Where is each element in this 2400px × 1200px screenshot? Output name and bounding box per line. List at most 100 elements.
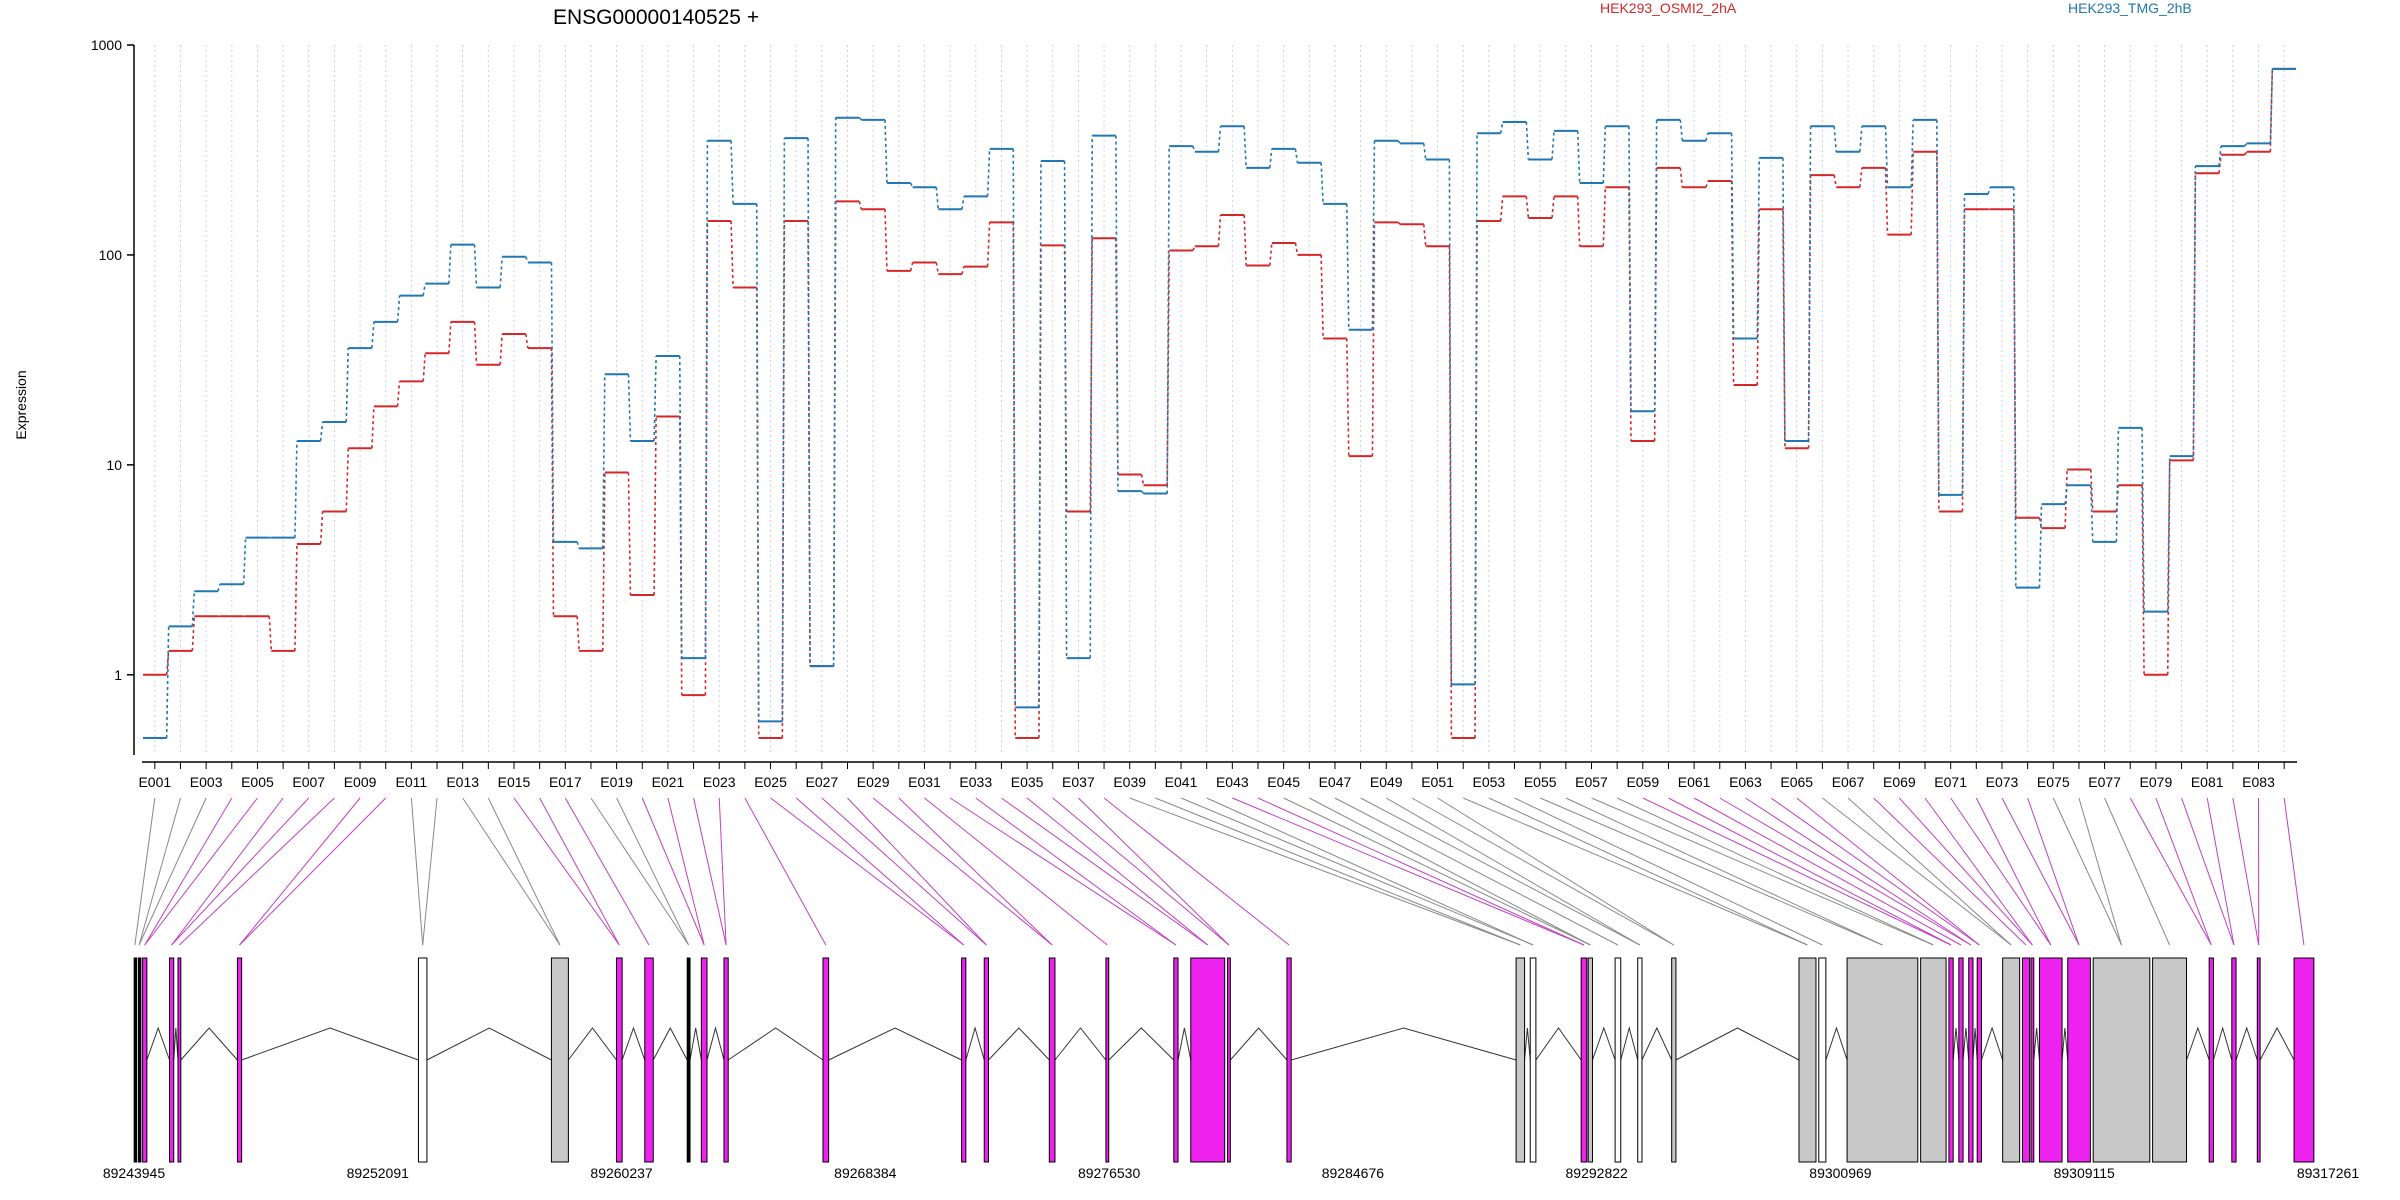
genomic-tick-label: 89252091 xyxy=(347,1165,410,1181)
intron-line xyxy=(1591,1026,1616,1061)
exon-connector xyxy=(1026,797,1209,946)
series-1-step xyxy=(1551,196,1555,219)
chart-title: ENSG00000140525 + xyxy=(553,6,759,29)
intron-line xyxy=(1952,1027,1960,1061)
series-1-step xyxy=(294,543,298,651)
series-1-step xyxy=(1371,222,1376,457)
x-tick-label: E045 xyxy=(1267,774,1300,790)
series-1-step xyxy=(730,221,734,288)
x-tick-label: E019 xyxy=(600,774,633,790)
exon-block xyxy=(1671,957,1677,1163)
exon-connector xyxy=(422,797,438,946)
intron-line xyxy=(173,1027,179,1061)
series-2-step xyxy=(217,584,221,592)
exon-connector xyxy=(179,797,335,946)
intron-line xyxy=(1962,1027,1970,1061)
exon-connector xyxy=(1283,797,1591,946)
series-2-step xyxy=(755,203,760,722)
x-tick-label: E083 xyxy=(2242,774,2275,790)
exon-connector xyxy=(1463,797,1808,946)
series-2-step xyxy=(832,117,837,667)
exon-connector xyxy=(134,797,156,946)
series-2-step xyxy=(2115,427,2120,542)
series-2-step xyxy=(2244,142,2248,147)
series-2-step xyxy=(884,119,888,184)
series-2-step xyxy=(1551,130,1555,160)
series-1-step xyxy=(1859,167,1863,188)
exon-block xyxy=(1227,957,1231,1163)
exon-block xyxy=(142,957,148,1163)
series-2-step xyxy=(1705,133,1709,141)
exon-connector xyxy=(898,797,1053,946)
series-1-step xyxy=(1653,167,1658,441)
series-2-step xyxy=(935,187,940,210)
gene-model-track xyxy=(133,957,2315,1163)
series-1-step xyxy=(1320,254,1324,339)
exon-connector xyxy=(2104,797,2171,946)
exon-block xyxy=(1529,957,1537,1163)
intron-line xyxy=(1825,1026,1848,1061)
series-1-step xyxy=(345,448,350,512)
x-tick-label: E031 xyxy=(908,774,941,790)
exon-connector xyxy=(462,797,561,946)
series-1-step xyxy=(1730,180,1735,386)
exon-block xyxy=(1580,957,1588,1163)
series-2-step xyxy=(1294,148,1299,163)
exon-block xyxy=(550,957,569,1163)
intron-line xyxy=(828,1027,962,1061)
x-tick-label: E017 xyxy=(549,774,582,790)
series-1-step xyxy=(1422,224,1427,247)
exon-block xyxy=(686,957,691,1163)
series-1-step xyxy=(191,616,196,651)
series-2-step xyxy=(319,421,324,442)
series-1-step xyxy=(525,333,529,349)
series-2-step xyxy=(499,256,503,288)
x-tick-label: E071 xyxy=(1934,774,1967,790)
exon-connector-lines xyxy=(134,797,2305,946)
genomic-coordinate-labels: 89243945 89252091 89260237 89268384 89276530… xyxy=(103,1165,2360,1181)
x-tick-label: E039 xyxy=(1113,774,1146,790)
intron-line xyxy=(706,1026,725,1061)
exon-block xyxy=(615,957,623,1163)
exon-connector xyxy=(2181,797,2235,946)
intron-line xyxy=(1229,1027,1288,1061)
series-2-step xyxy=(1499,121,1504,134)
intron-line xyxy=(1620,1026,1639,1061)
series-1-step xyxy=(884,209,888,271)
intron-line xyxy=(2061,1027,2069,1061)
exon-connector xyxy=(1386,797,1641,946)
exon-block xyxy=(1976,957,1982,1163)
exon-connector xyxy=(693,797,727,946)
series-1-step xyxy=(371,406,375,449)
exon-block xyxy=(177,957,182,1163)
intron-line xyxy=(1980,1026,2004,1061)
intron-line xyxy=(652,1026,688,1061)
exon-connector xyxy=(410,797,424,946)
exon-connector xyxy=(1898,797,2033,946)
series-1-step xyxy=(422,353,427,382)
series-2-step xyxy=(242,537,247,585)
x-tick-label: E053 xyxy=(1473,774,1506,790)
series-2-step xyxy=(653,355,657,441)
y-tick-label: 100 xyxy=(99,247,123,263)
series-1-step xyxy=(1499,196,1504,222)
series-lines xyxy=(143,67,2296,739)
exon-connector xyxy=(641,797,705,946)
series-1-step xyxy=(499,333,503,365)
exon-connector xyxy=(718,797,727,946)
series-1-step xyxy=(1012,222,1017,739)
series-2-step xyxy=(1166,146,1170,494)
exon-block xyxy=(2293,957,2315,1163)
exon-connector xyxy=(513,797,620,946)
series-1-step xyxy=(909,262,914,272)
series-1-step xyxy=(2064,469,2068,529)
exon-connector xyxy=(1232,797,1585,946)
series-2-step xyxy=(345,348,350,423)
series-1-step xyxy=(2141,485,2145,675)
exon-connector xyxy=(975,797,1177,946)
intron-line xyxy=(2212,1026,2233,1061)
series-1-step xyxy=(1345,338,1350,457)
x-tick-label: E063 xyxy=(1729,774,1762,790)
exon-block xyxy=(700,957,708,1163)
exon-connector xyxy=(2155,797,2212,946)
